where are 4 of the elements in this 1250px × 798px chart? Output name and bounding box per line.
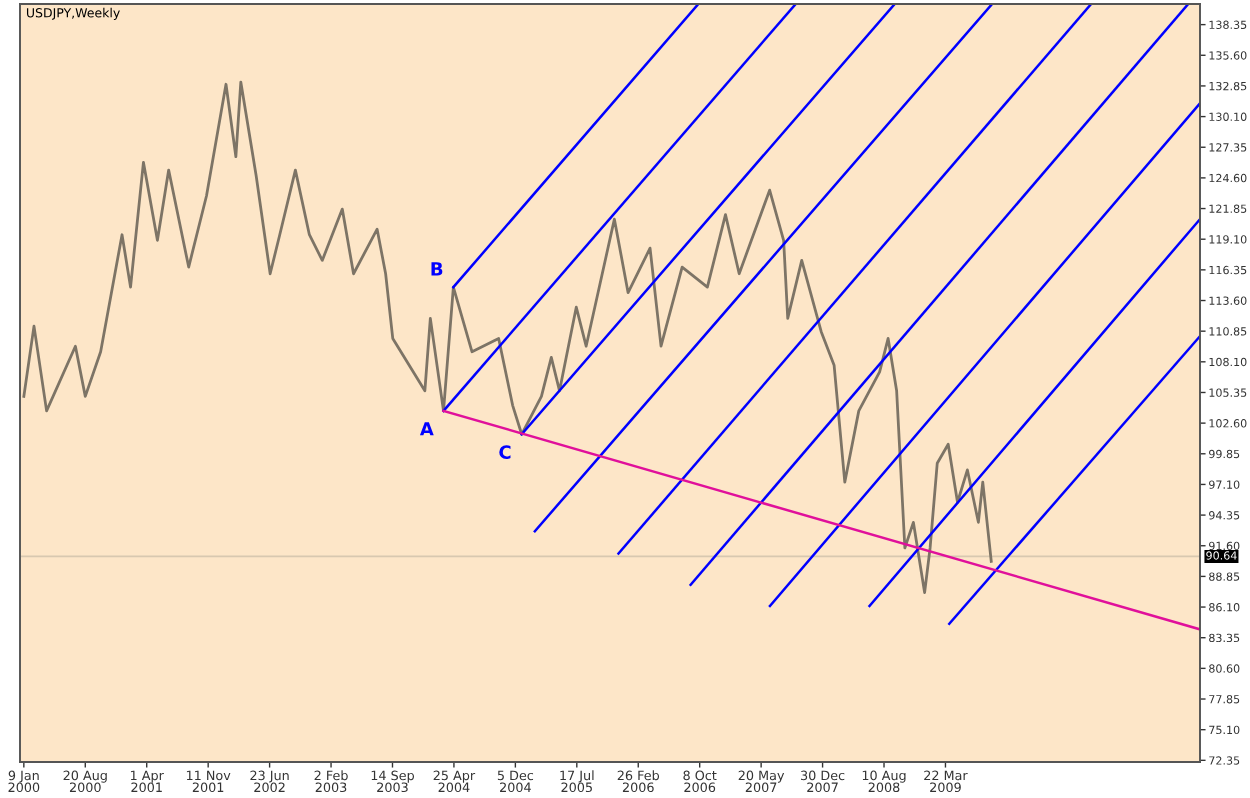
line-series	[22, 80, 993, 594]
annotation: B	[431, 262, 443, 276]
annotation: C	[499, 445, 511, 459]
annotation: A	[419, 422, 434, 436]
